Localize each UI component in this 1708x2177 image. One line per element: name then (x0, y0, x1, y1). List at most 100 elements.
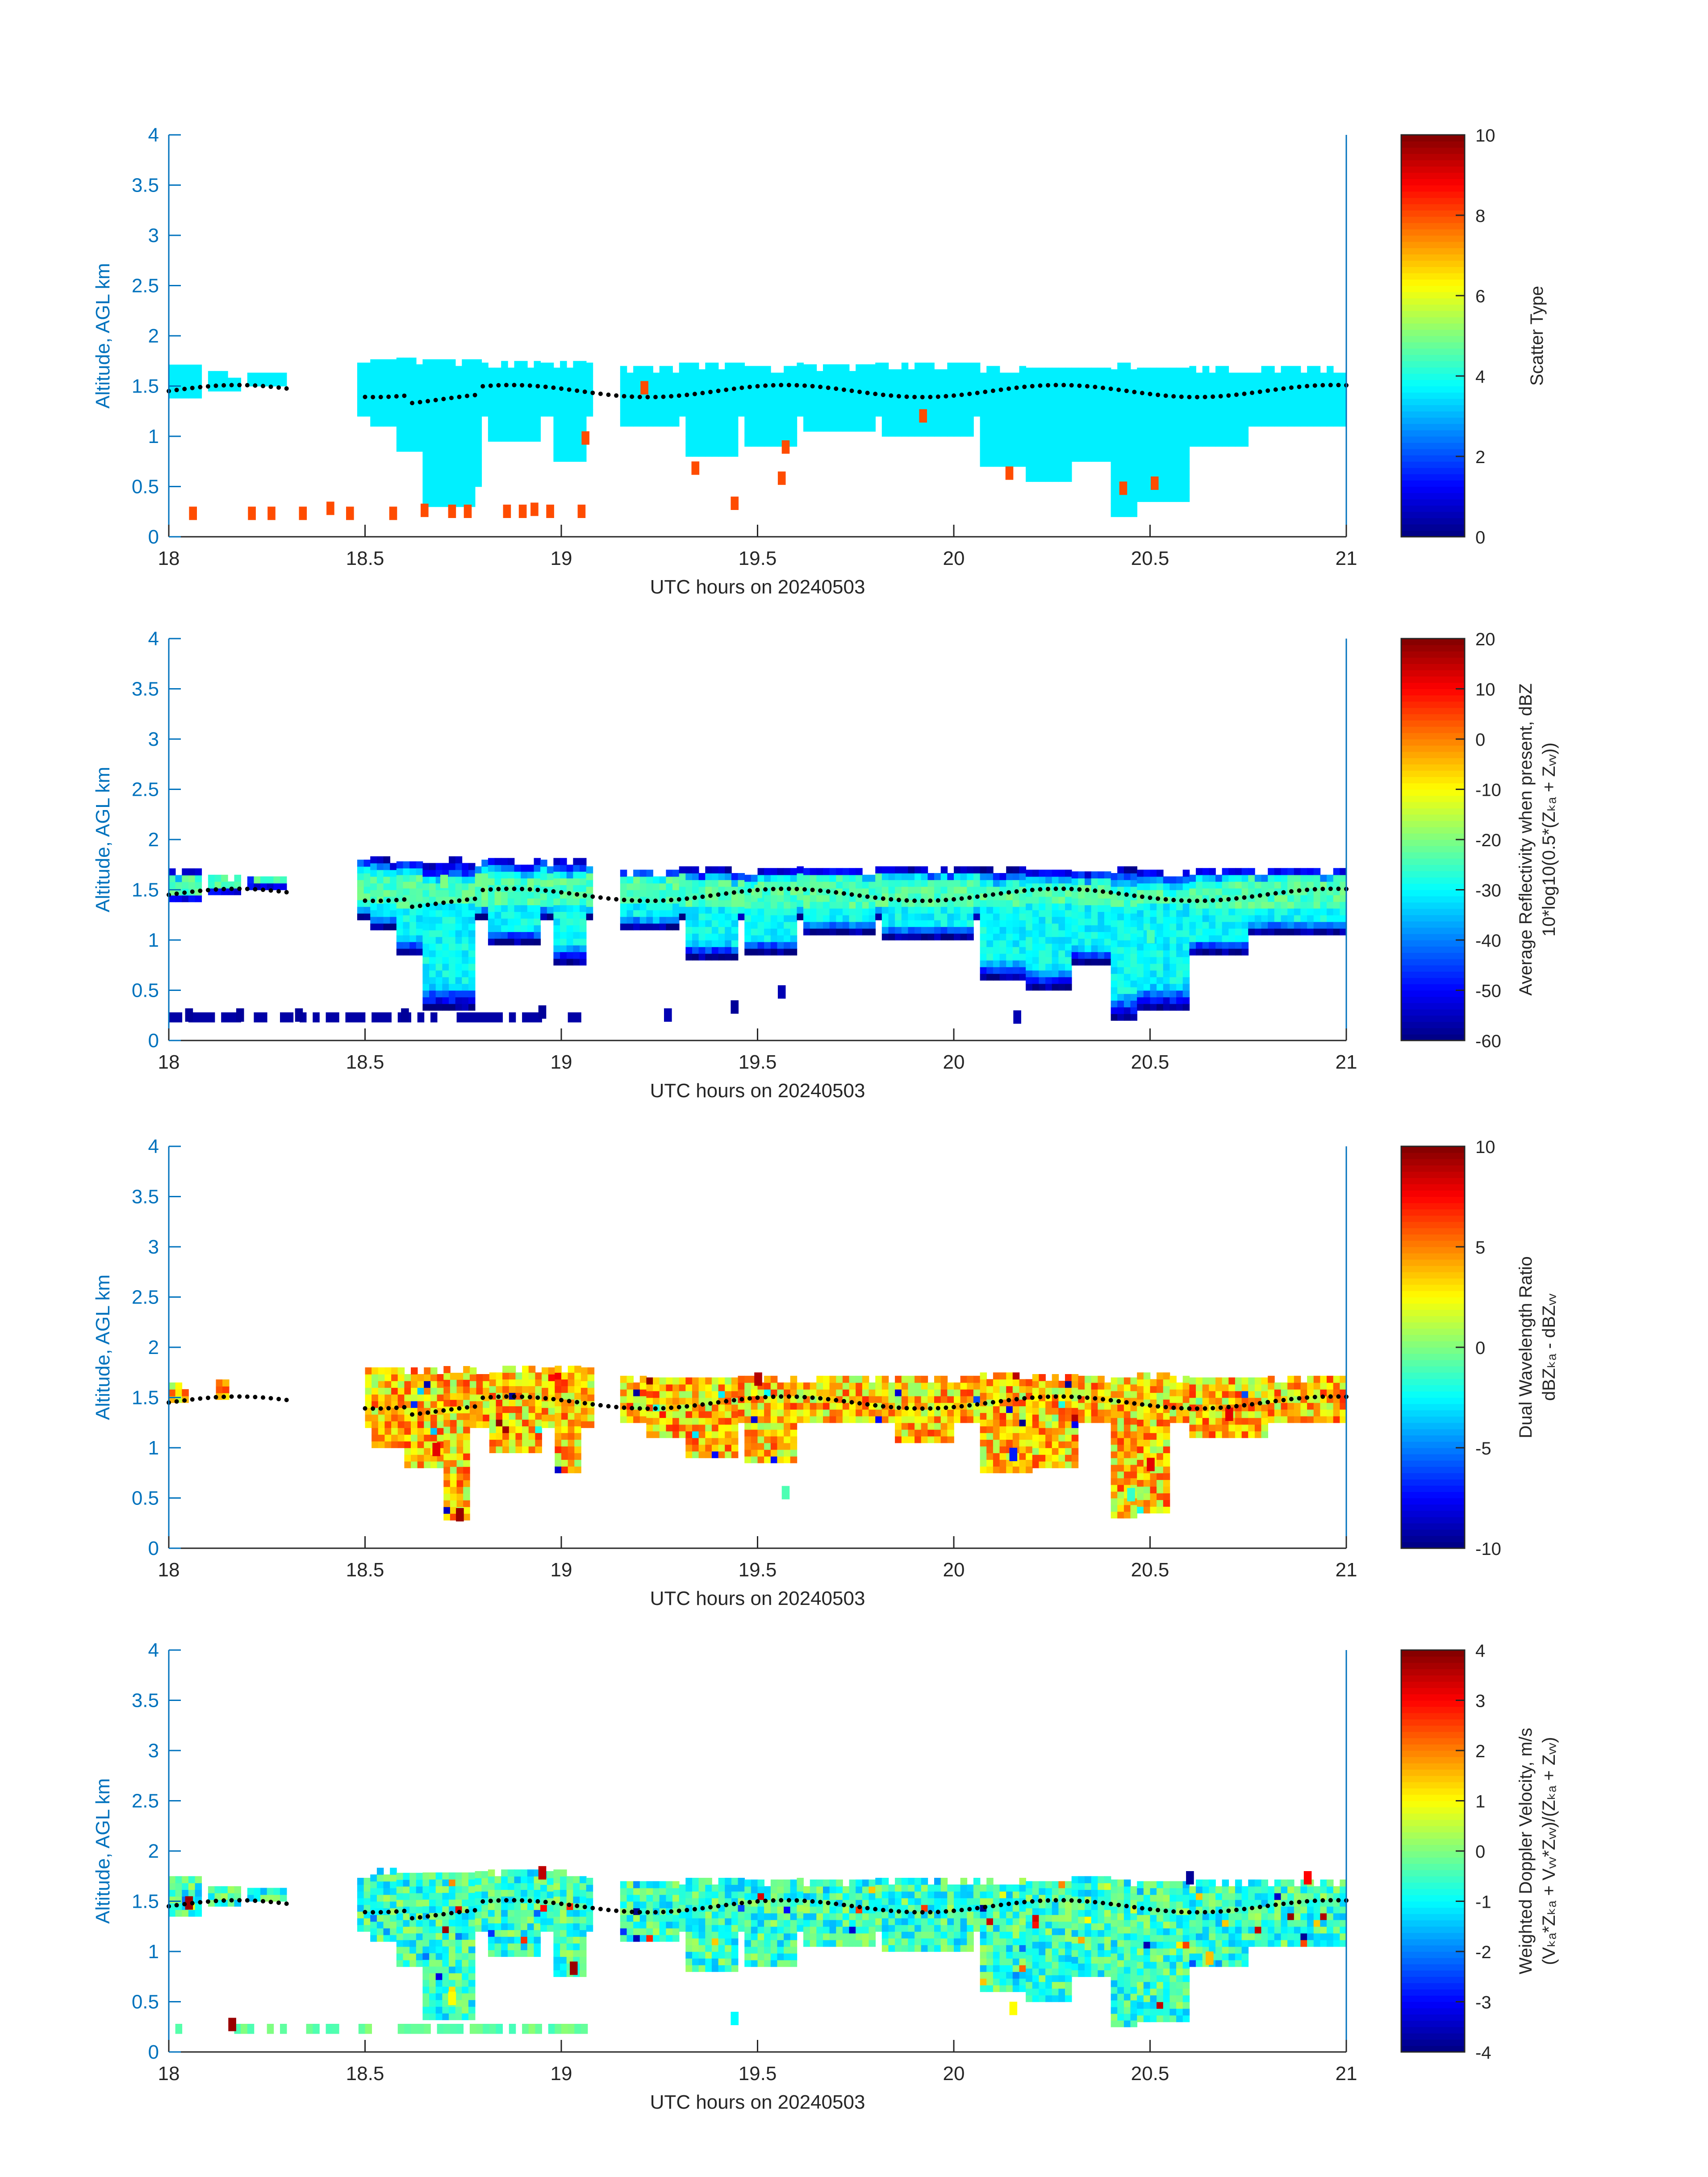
heatmap-cell (1150, 997, 1157, 1004)
heatmap-cell (927, 920, 935, 927)
heatmap-cell (476, 1401, 483, 1408)
heatmap-cell (1026, 441, 1033, 449)
heatmap-cell (1123, 880, 1131, 887)
heatmap-cell (450, 1420, 457, 1427)
heatmap-cell (494, 918, 502, 926)
heatmap-cell (568, 1392, 575, 1400)
colorbar-segment (1401, 348, 1465, 355)
heatmap-cell (509, 1433, 516, 1440)
heatmap-cell (1111, 510, 1118, 517)
dwr-axes: 18 18.5 19 19.5 20 20.5 2100.511.522.533.54-10… (132, 1136, 1501, 1581)
heatmap-spot (440, 874, 448, 888)
heatmap-cell (1019, 446, 1026, 454)
heatmap-cell (1091, 408, 1098, 415)
heatmap-cell (488, 871, 495, 879)
heatmap-cell (542, 1367, 549, 1375)
heatmap-cell (534, 435, 541, 442)
heatmap-cell (1202, 948, 1210, 956)
heatmap-cell (770, 908, 778, 915)
heatmap-cell (548, 1401, 555, 1408)
heatmap-cell (672, 406, 680, 414)
heatmap-cell (542, 1374, 549, 1381)
heatmap-cell (429, 413, 436, 420)
heatmap-cell (1058, 983, 1065, 991)
heatmap-cell (895, 423, 902, 430)
heatmap-cell (372, 1414, 379, 1421)
heatmap-cell (1117, 510, 1124, 517)
heatmap-cell (442, 977, 449, 984)
heatmap-cell (376, 372, 384, 380)
heatmap-cell (1150, 368, 1157, 375)
heatmap-cell (731, 907, 739, 914)
heatmap-cell (547, 913, 554, 920)
heatmap-cell (566, 885, 574, 892)
x-tick-label: 19 (551, 1051, 572, 1073)
heatmap-cell (816, 371, 823, 378)
heatmap-cell (1274, 393, 1282, 400)
heatmap-spot (503, 505, 511, 518)
layer-dot (731, 386, 736, 391)
heatmap-cell (1169, 916, 1177, 924)
heatmap-cell (560, 381, 567, 389)
heatmap-cell (430, 1414, 438, 1421)
heatmap-cell (1340, 901, 1347, 909)
heatmap-cell (488, 911, 495, 919)
heatmap-cell (1228, 948, 1236, 956)
colorbar-frame (1400, 134, 1466, 538)
heatmap-cell (1215, 874, 1223, 882)
heatmap-cell (169, 391, 176, 399)
heatmap-cell (954, 416, 961, 423)
heatmap-cell (396, 371, 404, 378)
heatmap-cell (540, 873, 547, 880)
heatmap-cell (993, 393, 1000, 400)
heatmap-cell (1143, 428, 1151, 435)
heatmap-cell (692, 953, 699, 961)
heatmap-cell (731, 893, 739, 900)
heatmap-cell (1052, 401, 1059, 409)
heatmap-cell (816, 391, 823, 398)
heatmap-cell (784, 908, 791, 915)
heatmap-cell (534, 905, 541, 912)
heatmap-cell (462, 473, 469, 481)
heatmap-cell (442, 480, 449, 487)
heatmap-cell (1307, 881, 1314, 889)
heatmap-cell (692, 866, 699, 873)
heatmap-cell (469, 1408, 477, 1415)
heatmap-cell (1222, 399, 1229, 407)
heatmap-cell (1123, 1014, 1131, 1021)
heatmap-cell (416, 941, 423, 949)
heatmap-cell (540, 363, 547, 370)
heatmap-cell (738, 369, 745, 376)
heatmap-cell (1235, 426, 1242, 434)
heatmap-cell (521, 421, 528, 429)
heatmap-cell (548, 1408, 555, 1415)
heatmap-cell (790, 874, 798, 882)
layer-dot (1101, 385, 1105, 390)
heatmap-cell (718, 886, 726, 894)
heatmap-cell (908, 873, 915, 880)
heatmap-cell (823, 397, 830, 405)
heatmap-cell (455, 386, 463, 393)
heatmap-cell (751, 393, 758, 400)
heatmap-cell (1052, 970, 1059, 978)
heatmap-cell (653, 406, 660, 414)
heatmap-cell (1228, 426, 1236, 434)
heatmap-cell (1065, 890, 1072, 897)
heatmap-cell (1039, 388, 1046, 395)
heatmap-cell (1058, 977, 1065, 984)
heatmap-cell (449, 413, 456, 420)
heatmap-cell (424, 1448, 431, 1455)
heatmap-cell (685, 409, 693, 417)
heatmap-cell (1176, 983, 1183, 991)
heatmap-cell (435, 863, 443, 870)
heatmap-cell (169, 1012, 176, 1023)
layer-dot (457, 394, 462, 399)
heatmap-cell (1268, 894, 1275, 902)
heatmap-cell (1117, 987, 1124, 994)
heatmap-cell (1019, 927, 1026, 934)
heatmap-cell (764, 426, 771, 434)
heatmap-cell (560, 448, 567, 455)
heatmap-cell (1111, 1014, 1118, 1021)
heatmap-cell (455, 963, 463, 971)
heatmap-cell (940, 409, 948, 417)
